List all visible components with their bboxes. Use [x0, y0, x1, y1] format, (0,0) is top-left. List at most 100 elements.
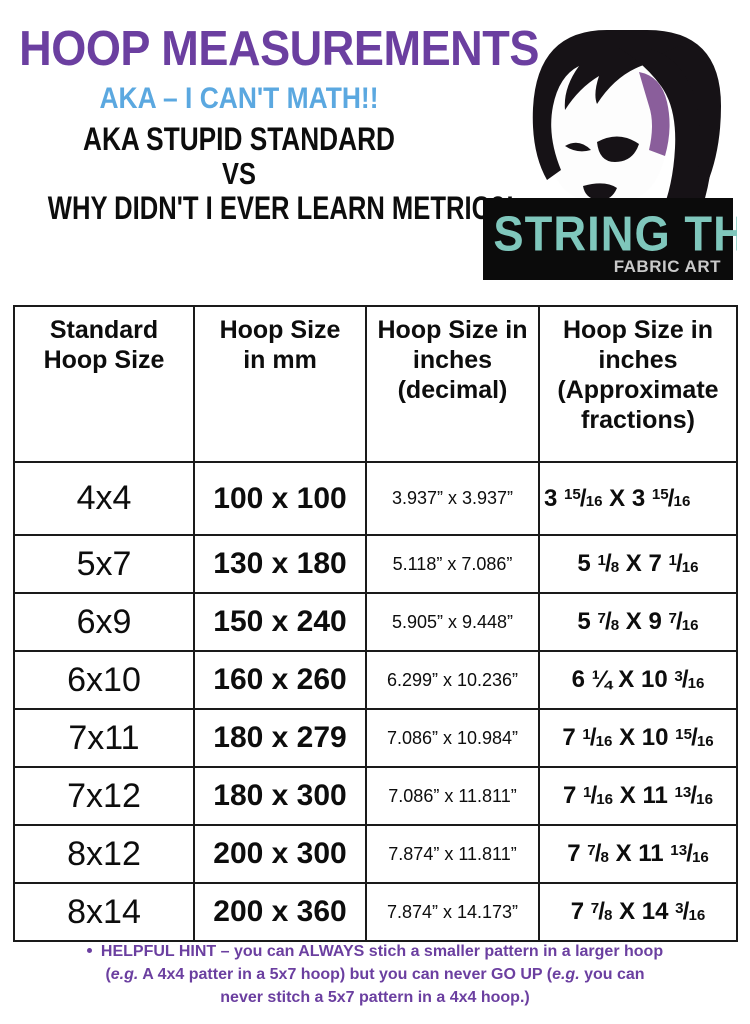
subtitle-vs: VS [222, 156, 256, 191]
cell-standard-hoop-size: 6x10 [13, 650, 195, 710]
footer-line-2: (e.g. A 4x4 patter in a 5x7 hoop) but yo… [24, 963, 726, 986]
fraction-value: 10 15/16 [641, 724, 714, 751]
cell-hoop-size-inches-fractions: 7 7/8 X 11 13/16 [538, 824, 738, 884]
header-line: Hoop Size [219, 316, 341, 344]
table-header-row: Standard Hoop Size Hoop Size in mm Hoop … [13, 305, 738, 463]
header-line: (Approximate [557, 376, 719, 404]
fraction-value: 7 1/16 [563, 782, 614, 809]
fraction-slash: / [667, 484, 675, 512]
footer-line-2-mid: A 4x4 patter in a 5x7 hoop) but you can … [138, 966, 553, 983]
table-body: 4x4 100 x 100 3.937” x 3.937” 3 15/16 X 3 1… [13, 461, 738, 942]
cell-standard-hoop-size: 6x9 [13, 592, 195, 652]
fraction-value: 7 7/8 [570, 898, 613, 925]
fraction-numerator: 1 [582, 725, 591, 743]
cell-hoop-size-inches-fractions: 7 1/16 X 11 13/16 [538, 766, 738, 826]
fraction-numerator: 13 [670, 841, 688, 859]
fraction-numerator: 3 [675, 899, 684, 917]
fraction-slash: / [590, 782, 598, 809]
fraction-slash: / [686, 840, 693, 867]
hoop-measurements-table-wrap: Standard Hoop Size Hoop Size in mm Hoop … [13, 305, 738, 942]
fraction-slash: / [675, 550, 683, 577]
table-row: 6x10 160 x 260 6.299” x 10.236” 6 ¼ X 10 3/… [13, 650, 738, 710]
fraction-value: 7 1/16 [562, 724, 613, 751]
cell-hoop-size-inches-fractions: 5 1/8 X 7 1/16 [538, 534, 738, 594]
table-row: 4x4 100 x 100 3.937” x 3.937” 3 15/16 X 3 1… [13, 461, 738, 536]
table-row: 8x14 200 x 360 7.874” x 14.173” 7 7/8 X 14 … [13, 882, 738, 942]
fraction-slash: / [681, 666, 689, 693]
fraction-denominator: 16 [596, 790, 614, 808]
fraction-denominator: 8 [604, 906, 613, 924]
fraction-numerator: 13 [674, 783, 692, 801]
column-header-standard-hoop-size: Standard Hoop Size [13, 305, 195, 463]
fraction-numerator: 1 [597, 551, 606, 569]
cell-hoop-size-inches-decimal: 7.086” x 10.984” [365, 708, 540, 768]
cell-hoop-size-inches-decimal: 3.937” x 3.937” [365, 461, 540, 536]
footer-line-1: HELPFUL HINT – you can ALWAYS stich a sm… [24, 940, 726, 963]
cell-standard-hoop-size: 5x7 [13, 534, 195, 594]
fraction-separator: X [619, 898, 636, 925]
fraction-denominator: 16 [595, 732, 613, 750]
fraction-denominator: 16 [696, 732, 714, 750]
cell-hoop-size-mm: 100 x 100 [193, 461, 367, 536]
fraction-denominator: 16 [688, 906, 706, 924]
table-row: 8x12 200 x 300 7.874” x 11.811” 7 7/8 X 11 … [13, 824, 738, 884]
fraction-value: 3 15/16 [544, 484, 603, 512]
logo-tagline: FABRIC ART [614, 257, 721, 276]
cell-hoop-size-mm: 180 x 300 [193, 766, 367, 826]
header-line: in mm [243, 346, 317, 374]
column-header-hoop-size-inches-fractions: Hoop Size in inches (Approximate fractio… [538, 305, 738, 463]
fraction-denominator: 8 [600, 848, 609, 866]
fraction-slash: / [598, 898, 605, 925]
table-row: 5x7 130 x 180 5.118” x 7.086” 5 1/8 X 7 1/1… [13, 534, 738, 594]
fraction-denominator: 16 [585, 493, 603, 511]
fraction-numerator: 3 [674, 667, 683, 685]
fraction-separator: X [619, 782, 636, 809]
cell-hoop-size-inches-decimal: 6.299” x 10.236” [365, 650, 540, 710]
fraction-denominator: 16 [696, 790, 713, 808]
avatar-mouth-shape [583, 183, 617, 201]
cell-hoop-size-mm: 200 x 300 [193, 824, 367, 884]
fraction-numerator: 1 [668, 551, 677, 569]
footer-line-2-open: ( [105, 966, 111, 983]
bullet-point-icon [86, 948, 92, 953]
footer-line-2-eg-1: e.g. [110, 966, 139, 983]
fraction-numerator: 1 [583, 783, 592, 801]
cell-hoop-size-mm: 200 x 360 [193, 882, 367, 942]
table-row: 6x9 150 x 240 5.905” x 9.448” 5 7/8 X 9 7/1… [13, 592, 738, 652]
fraction-denominator: 8 [610, 558, 620, 576]
hoop-measurements-table: Standard Hoop Size Hoop Size in mm Hoop … [13, 305, 738, 942]
cell-hoop-size-inches-fractions: 6 ¼ X 10 3/16 [538, 650, 738, 710]
fraction-denominator: 8 [610, 616, 620, 634]
fraction-separator: X [625, 608, 642, 635]
cell-hoop-size-mm: 150 x 240 [193, 592, 367, 652]
fraction-separator: X [609, 484, 626, 512]
footer-line-2-eg-2: e.g. [552, 966, 580, 983]
column-header-hoop-size-mm: Hoop Size in mm [193, 305, 367, 463]
header-line: fractions) [581, 406, 695, 434]
footer-line-1-text: HELPFUL HINT – you can ALWAYS stich a sm… [100, 943, 664, 960]
fraction-numerator: 7 [597, 609, 606, 627]
subtitle-aka-cant-math: AKA – I CAN'T MATH!! [99, 82, 379, 115]
poster-header: HOOP MEASUREMENTS AKA – I CAN'T MATH!! A… [0, 0, 750, 300]
column-header-hoop-size-inches-decimal: Hoop Size in inches (decimal) [365, 305, 540, 463]
fraction-slash: / [604, 608, 612, 635]
cell-hoop-size-inches-decimal: 7.874” x 11.811” [365, 824, 540, 884]
header-line: Hoop Size in [563, 316, 713, 344]
fraction-separator: X [625, 550, 642, 577]
cell-hoop-size-inches-fractions: 7 1/16 X 10 15/16 [538, 708, 738, 768]
fraction-slash: / [594, 840, 602, 867]
table-row: 7x12 180 x 300 7.086” x 11.811” 7 1/16 X 11… [13, 766, 738, 826]
fraction-value: 11 13/16 [638, 840, 709, 867]
avatar-hair-shape [532, 30, 721, 184]
cell-standard-hoop-size: 8x14 [13, 882, 195, 942]
avatar-left-eye-shape [565, 142, 591, 152]
fraction-numerator: 15 [564, 486, 581, 504]
fraction-separator: X [618, 666, 635, 693]
fraction-numerator: 15 [651, 486, 669, 504]
cell-hoop-size-inches-decimal: 7.874” x 14.173” [365, 882, 540, 942]
fraction-separator: X [619, 724, 636, 751]
cell-standard-hoop-size: 4x4 [13, 461, 195, 536]
fraction-denominator: 16 [687, 674, 705, 692]
cell-hoop-size-inches-fractions: 3 15/16 X 3 15/16 [538, 461, 738, 536]
avatar-hair-fringe-shape [619, 46, 701, 220]
